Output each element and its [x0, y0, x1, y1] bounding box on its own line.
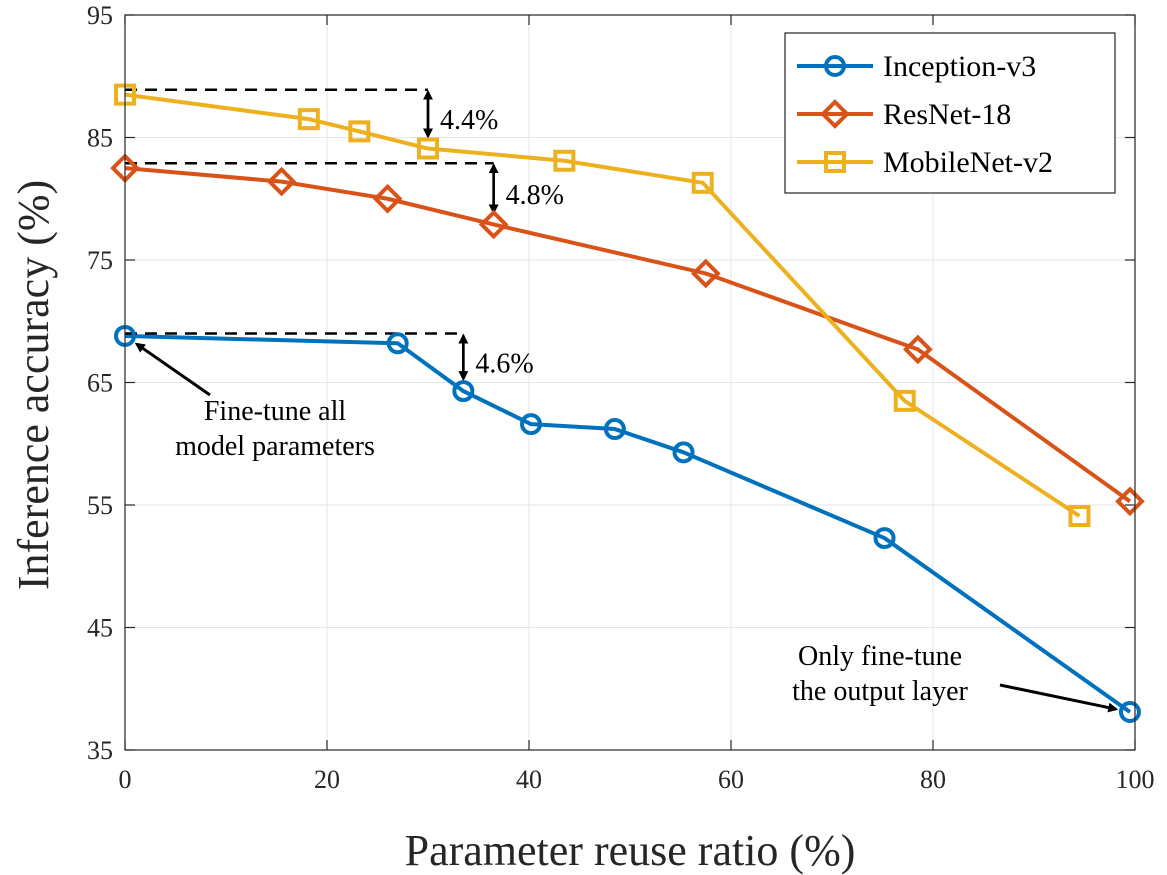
resnet-18-line	[124, 166, 1132, 503]
resnet-18-point	[266, 166, 297, 197]
legend-swatch-marker	[824, 151, 846, 173]
x-tick-label: 60	[718, 765, 744, 794]
legend-swatch-marker	[820, 99, 850, 129]
y-tick-label: 65	[87, 369, 113, 398]
y-tick-label: 35	[87, 736, 113, 765]
x-tick-label: 80	[920, 765, 946, 794]
y-tick-label: 95	[87, 1, 113, 30]
y-tick-label: 55	[87, 491, 113, 520]
mobilenet-v2-point	[553, 149, 576, 172]
mobilenet-v2-point	[691, 171, 714, 194]
mobilenet-v2-point	[348, 120, 371, 143]
x-tick-label: 20	[314, 765, 340, 794]
inception-v3-point	[873, 527, 896, 550]
callout-arrow	[999, 683, 1119, 713]
legend-label: ResNet-18	[883, 98, 1011, 131]
note-annotations: Fine-tune all model parameters Only fine-t…	[134, 342, 1119, 713]
callout-text: Fine-tune all	[204, 396, 347, 427]
x-tick-label: 0	[119, 765, 132, 794]
inception-v3-point	[520, 413, 543, 436]
gap-label: 4.6%	[475, 348, 533, 379]
legend-label: MobileNet-v2	[883, 146, 1053, 179]
mobilenet-v2-point	[893, 389, 916, 412]
callout-text: model parameters	[175, 431, 375, 462]
inception-v3-point	[603, 418, 626, 441]
inception-v3-point	[672, 441, 695, 464]
axis-ticks: 0 20 40 60 80 100 35 45 55 65 75 85 95	[87, 1, 1155, 794]
inception-v3-line	[124, 333, 1132, 714]
y-axis-title: Inference accuracy (%)	[9, 180, 58, 590]
mobilenet-v2-point	[417, 137, 439, 160]
y-tick-label: 75	[87, 246, 113, 275]
gap-label: 4.8%	[506, 180, 564, 211]
x-axis-title: Parameter reuse ratio (%)	[405, 826, 856, 875]
x-tick-label: 40	[516, 765, 542, 794]
resnet-18-point	[903, 334, 933, 365]
legend-swatch-marker	[824, 55, 846, 77]
inception-v3-point	[452, 380, 475, 403]
resnet-18-point	[690, 258, 721, 289]
callout-text: Only fine-tune	[798, 641, 962, 672]
callout-arrow	[134, 342, 211, 397]
mobilenet-v2-point	[1068, 505, 1091, 528]
x-tick-label: 100	[1116, 765, 1155, 794]
y-tick-label: 45	[87, 614, 113, 643]
resnet-18-point	[1115, 486, 1145, 517]
y-tick-label: 85	[87, 124, 113, 153]
legend-label: Inception-v3	[883, 50, 1036, 83]
gap-annotations: 4.4% 4.8% 4.6%	[125, 88, 564, 382]
resnet-18-point	[478, 209, 509, 240]
gap-label: 4.4%	[440, 105, 498, 136]
mobilenet-v2-point	[297, 108, 320, 131]
inception-v3-point	[386, 332, 409, 355]
resnet-18-point	[372, 183, 403, 214]
inception-v3-point	[1118, 701, 1141, 724]
callout-text: the output layer	[792, 676, 968, 707]
legend: Inception-v3 ResNet-18 MobileNet-v2	[784, 32, 1116, 194]
